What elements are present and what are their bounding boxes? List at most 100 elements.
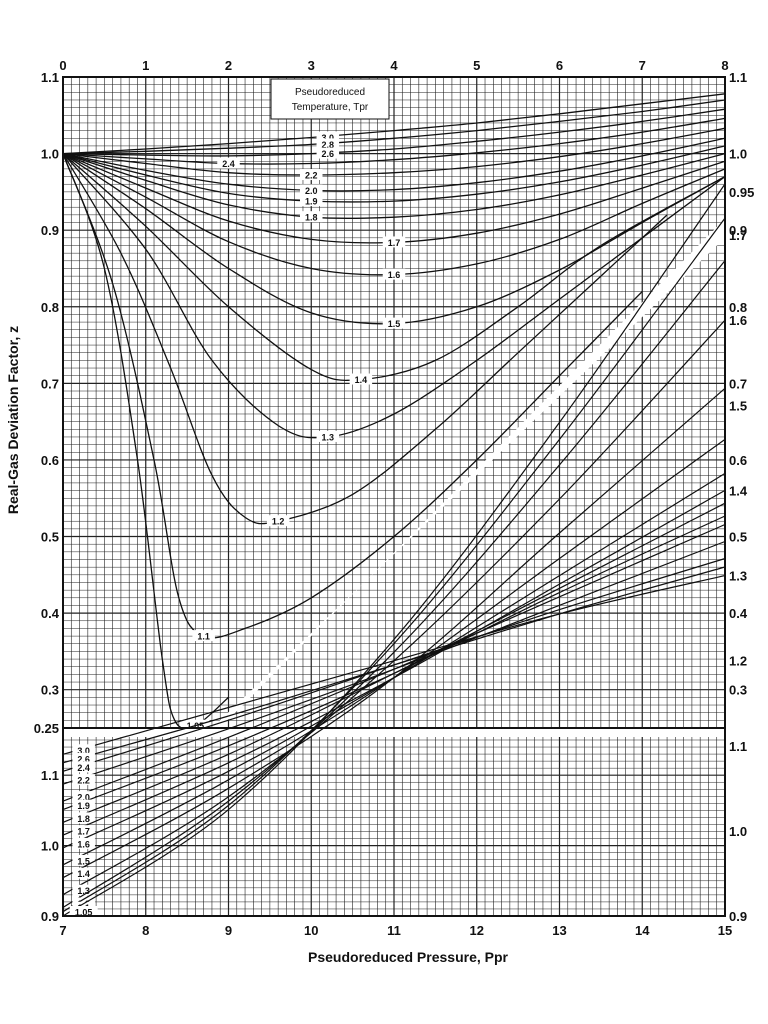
y-tick-right-lower-1.7: 1.7 [729, 228, 747, 243]
curve-label-lower-1.8: 1.8 [72, 812, 95, 824]
curve-label-bg [382, 236, 406, 248]
curve-label-lower-2.0: 2.0 [72, 791, 95, 803]
curve-label-bg [382, 268, 406, 280]
curve-label-text: 1.8 [77, 814, 90, 824]
y-tick-left-0.6: 0.6 [41, 453, 59, 468]
curve-label-upper-1.2: 1.2 [266, 515, 290, 527]
curve-label-upper-1.8: 1.8 [300, 211, 323, 223]
y-tick-right-lower-1.5: 1.5 [729, 398, 747, 413]
y-tick-right-lower-1.0: 1.0 [729, 824, 747, 839]
curve-label-bg [192, 630, 215, 642]
curve-label-bg [72, 774, 95, 786]
y-tick-left-lower-0.9: 0.9 [41, 909, 59, 924]
x-tick-top-5: 5 [473, 58, 480, 73]
series-line-upper-2.8 [62, 99, 726, 155]
series-line-lower-1.2 [62, 260, 726, 909]
series-line-upper-1.8 [62, 152, 726, 220]
x-tick-top-8: 8 [721, 58, 728, 73]
legend-title-line1: Pseudoreduced [295, 87, 365, 98]
curve-label-lower-2.2: 2.2 [72, 774, 95, 786]
curve-label-text: 1.4 [77, 869, 90, 879]
y-tick-right-0.4: 0.4 [729, 606, 748, 621]
x-tick-bottom-15: 15 [718, 923, 732, 938]
diagonal-band [211, 218, 725, 732]
curve-label-upper-3.0: 3.0 [316, 131, 340, 143]
x-tick-top-0: 0 [59, 58, 66, 73]
lower-curves: 3.02.62.42.22.01.91.81.71.61.51.41.31.21… [62, 183, 726, 918]
curve-label-text: 2.0 [77, 793, 90, 803]
series-line-lower-1.05 [62, 183, 726, 917]
curve-label-text: 2.4 [222, 159, 235, 169]
curve-label-text: 3.0 [77, 746, 90, 756]
curve-label-text: 1.7 [388, 238, 401, 248]
curve-label-lower-1.3: 1.3 [72, 884, 95, 896]
curve-label-lower-1.9: 1.9 [72, 799, 95, 811]
curve-label-text: 1.6 [77, 839, 90, 849]
y-tick-left-lower-1.0: 1.0 [41, 839, 59, 854]
curve-label-lower-1.6: 1.6 [72, 837, 95, 849]
curve-label-text: 2.6 [322, 149, 335, 159]
x-tick-top-2: 2 [225, 58, 232, 73]
curve-label-text: 1.1 [197, 632, 210, 642]
series-line-upper-2.0 [62, 137, 726, 192]
curve-label-bg [72, 825, 95, 837]
curve-label-bg [316, 138, 340, 150]
curve-label-upper-1.7: 1.7 [382, 236, 406, 248]
y-tick-right-lower-1.6: 1.6 [729, 313, 747, 328]
series-line-upper-1.1 [62, 153, 643, 639]
curve-label-upper-1.6: 1.6 [382, 268, 406, 280]
curve-label-text: 1.2 [272, 517, 285, 527]
curve-label-bg [72, 744, 95, 756]
curve-label-text: 3.0 [322, 133, 335, 143]
y-tick-right-0.3: 0.3 [729, 683, 747, 698]
y-tick-right-0.5: 0.5 [729, 530, 747, 545]
y-tick-right-0.8: 0.8 [729, 300, 747, 315]
curve-label-lower-1.4: 1.4 [72, 867, 95, 879]
y-tick-right-lower-1.3: 1.3 [729, 569, 747, 584]
series-line-lower-1.1 [62, 217, 726, 913]
curve-label-bg [72, 854, 95, 866]
curve-label-bg [72, 837, 95, 849]
y-tick-left-0.8: 0.8 [41, 300, 59, 315]
curve-label-bg [72, 799, 95, 811]
series-line-upper-3.0 [62, 93, 726, 155]
x-tick-bottom-13: 13 [552, 923, 566, 938]
series-line-lower-2.4 [62, 557, 726, 772]
major-grid [62, 76, 726, 917]
y-tick-right-1.1: 1.1 [729, 70, 747, 85]
curve-label-text: 1.5 [77, 856, 90, 866]
x-axis-title: Pseudoreduced Pressure, Ppr [308, 949, 509, 965]
curve-label-bg [266, 515, 290, 527]
x-tick-top-4: 4 [390, 58, 398, 73]
series-line-upper-1.3 [62, 153, 726, 439]
curve-label-lower-2.4: 2.4 [72, 761, 95, 773]
curve-label-bg [300, 211, 323, 223]
y-tick-right-0.9: 0.9 [729, 223, 747, 238]
y-tick-right-0.6: 0.6 [729, 453, 747, 468]
x-tick-top-7: 7 [639, 58, 646, 73]
curve-label-bg [300, 169, 323, 181]
x-tick-top-3: 3 [308, 58, 315, 73]
curve-label-bg [300, 184, 323, 196]
curve-label-text: 2.2 [77, 776, 90, 786]
curve-label-bg [382, 317, 406, 329]
legend-title-line2: Temperature, Tpr [292, 102, 369, 113]
curve-label-lower-1.7: 1.7 [72, 825, 95, 837]
curve-label-text: 2.4 [77, 763, 90, 773]
curve-label-upper-2.8: 2.8 [316, 138, 340, 150]
y-tick-left-lower-1.1: 1.1 [41, 768, 59, 783]
curve-label-text: 2.2 [305, 171, 318, 181]
legend-box: Pseudoreduced Temperature, Tpr [270, 78, 390, 120]
curve-label-text: 1.3 [322, 432, 335, 442]
x-tick-bottom-10: 10 [304, 923, 318, 938]
y-tick-right-0.95: 0.95 [729, 185, 754, 200]
x-tick-top-1: 1 [142, 58, 149, 73]
curve-label-upper-1.9: 1.9 [300, 195, 323, 207]
curve-label-bg [316, 430, 340, 442]
y-tick-left-0.3: 0.3 [41, 683, 59, 698]
curve-label-upper-1.3: 1.3 [316, 430, 340, 442]
y-tick-right-lower-1.2: 1.2 [729, 654, 747, 669]
x-tick-bottom-9: 9 [225, 923, 232, 938]
curve-label-text: 2.8 [322, 140, 335, 150]
